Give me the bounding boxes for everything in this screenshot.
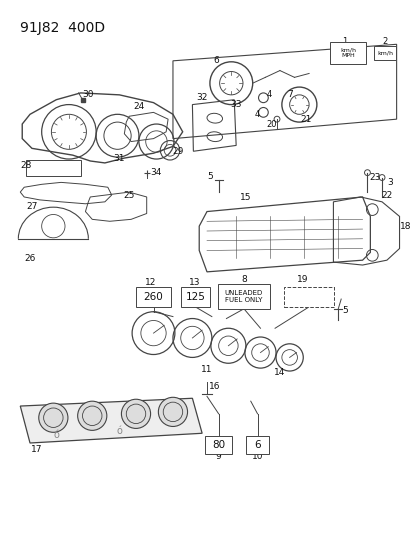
Text: 33: 33 (230, 100, 241, 109)
Text: 125: 125 (185, 292, 205, 302)
Text: 5: 5 (342, 306, 347, 315)
Text: 26: 26 (24, 254, 36, 263)
Text: ó: ó (116, 426, 122, 437)
FancyBboxPatch shape (373, 46, 395, 60)
FancyBboxPatch shape (329, 42, 366, 64)
Text: 24: 24 (133, 102, 144, 111)
Text: 6: 6 (254, 440, 260, 450)
Text: 8: 8 (240, 275, 246, 284)
Text: 11: 11 (201, 365, 212, 374)
Text: 6: 6 (214, 56, 219, 66)
Text: 21: 21 (300, 115, 311, 124)
FancyBboxPatch shape (26, 160, 81, 175)
FancyBboxPatch shape (217, 284, 270, 309)
Circle shape (158, 397, 187, 426)
Text: 23: 23 (369, 173, 380, 182)
Text: km/h
MPH: km/h MPH (339, 47, 355, 59)
Text: 19: 19 (296, 275, 307, 284)
Text: 4: 4 (254, 110, 259, 119)
Text: 91J82  400D: 91J82 400D (20, 21, 105, 35)
Text: km/h: km/h (376, 51, 392, 55)
FancyBboxPatch shape (204, 436, 232, 454)
Text: 1: 1 (342, 37, 347, 46)
FancyBboxPatch shape (245, 436, 268, 454)
FancyBboxPatch shape (180, 287, 209, 307)
Circle shape (39, 403, 68, 432)
Text: 25: 25 (123, 190, 135, 199)
Text: 80: 80 (211, 440, 225, 450)
Text: 3: 3 (386, 178, 392, 187)
Text: ó: ó (53, 430, 59, 440)
Text: 7: 7 (286, 91, 292, 99)
FancyBboxPatch shape (136, 287, 171, 307)
Text: 28: 28 (21, 161, 32, 171)
FancyBboxPatch shape (283, 287, 334, 307)
Text: 5: 5 (206, 172, 212, 181)
Text: 34: 34 (150, 168, 162, 177)
Text: 17: 17 (31, 445, 43, 454)
Circle shape (121, 399, 150, 429)
Text: 2: 2 (382, 37, 387, 46)
Text: UNLEADED
FUEL ONLY: UNLEADED FUEL ONLY (224, 289, 262, 303)
Text: 12: 12 (145, 278, 156, 287)
Text: 29: 29 (172, 147, 183, 156)
Text: 18: 18 (399, 222, 410, 231)
Text: 9: 9 (215, 452, 221, 461)
Text: 31: 31 (114, 154, 125, 163)
Text: 4: 4 (266, 91, 271, 99)
Text: 15: 15 (240, 193, 251, 203)
Text: 10: 10 (251, 452, 263, 461)
Polygon shape (20, 398, 202, 443)
Text: 20: 20 (265, 119, 276, 128)
Text: 32: 32 (196, 93, 207, 102)
Text: 30: 30 (83, 91, 94, 99)
Text: 14: 14 (273, 368, 285, 377)
Circle shape (78, 401, 107, 430)
Text: 22: 22 (380, 190, 392, 199)
Text: 16: 16 (209, 382, 220, 391)
Text: 27: 27 (26, 202, 38, 211)
Text: 13: 13 (188, 278, 199, 287)
Text: 260: 260 (143, 292, 163, 302)
